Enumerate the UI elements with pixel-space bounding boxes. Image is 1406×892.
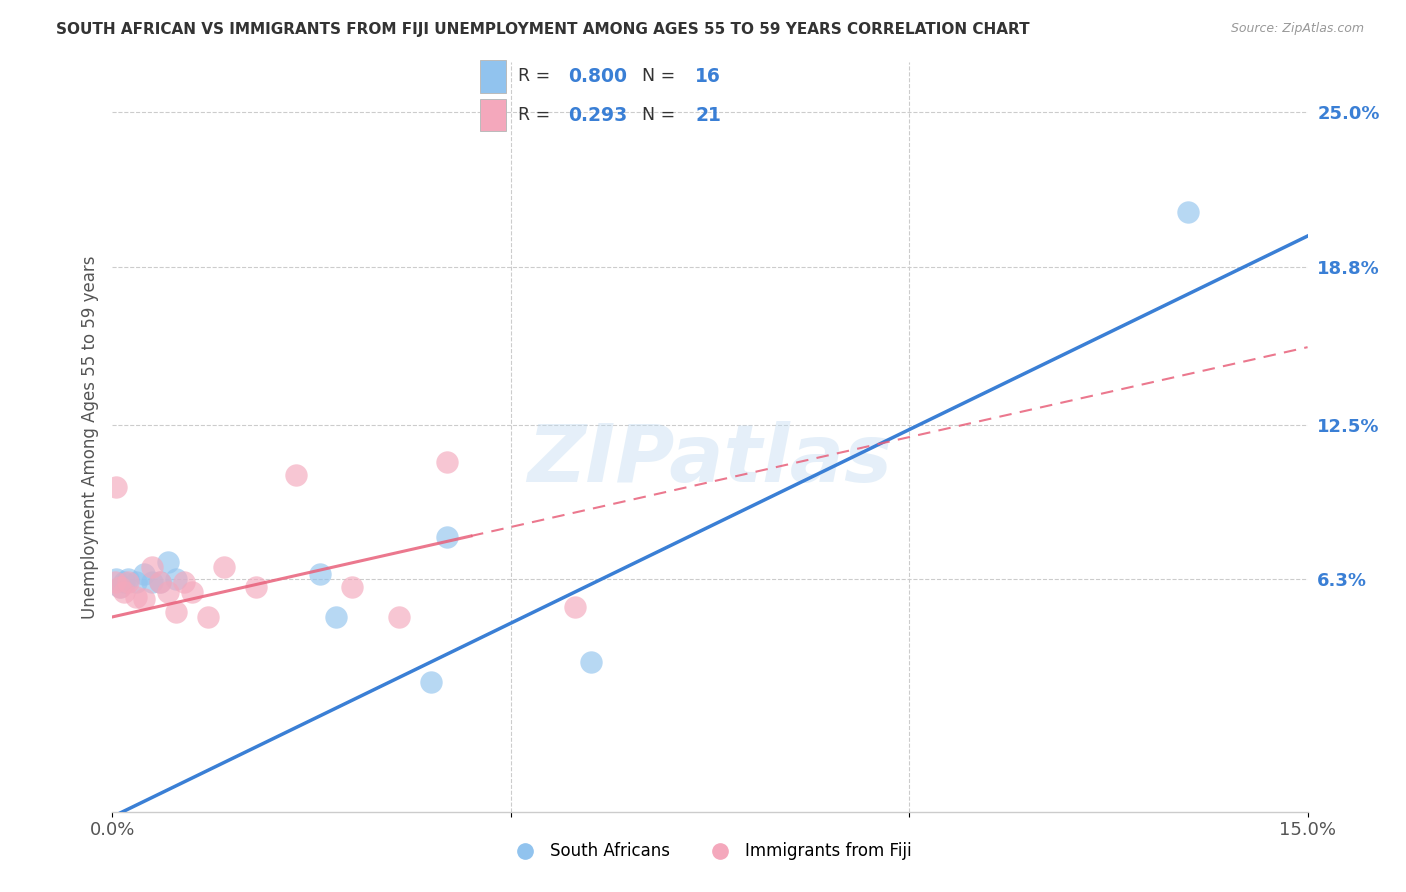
Point [325,610,347,624]
Point [579,655,602,669]
Point [564,599,586,614]
Point [104,574,127,589]
Point [110,580,132,594]
Point [141,560,163,574]
Text: ZIPatlas: ZIPatlas [527,420,893,499]
Point [117,573,139,587]
Point [117,574,139,589]
Text: N =: N = [643,106,681,124]
Text: SOUTH AFRICAN VS IMMIGRANTS FROM FIJI UNEMPLOYMENT AMONG AGES 55 TO 59 YEARS COR: SOUTH AFRICAN VS IMMIGRANTS FROM FIJI UN… [56,22,1029,37]
Point [420,674,443,689]
Point [212,560,235,574]
Text: N =: N = [643,68,681,86]
Y-axis label: Unemployment Among Ages 55 to 59 years: Unemployment Among Ages 55 to 59 years [80,255,98,619]
Point [114,574,135,589]
Point [1177,205,1199,219]
Point [181,585,204,599]
Text: Source: ZipAtlas.com: Source: ZipAtlas.com [1230,22,1364,36]
Point [105,573,128,587]
Point [141,574,163,589]
Point [157,585,180,599]
Point [165,605,187,619]
Point [284,467,307,482]
Point [197,610,219,624]
Point [388,610,411,624]
Text: R =: R = [519,106,555,124]
Point [105,480,128,494]
Point [149,574,172,589]
Text: 16: 16 [696,67,721,86]
Point [134,567,156,582]
Legend: South Africans, Immigrants from Fiji: South Africans, Immigrants from Fiji [502,836,918,867]
Text: 0.800: 0.800 [568,67,627,86]
Point [165,573,187,587]
Point [173,574,195,589]
Point [134,592,156,607]
Point [125,574,148,589]
Point [157,555,180,569]
Point [436,455,458,469]
FancyBboxPatch shape [479,99,506,131]
Point [110,580,132,594]
Point [308,567,330,582]
Point [245,580,267,594]
FancyBboxPatch shape [479,61,506,93]
Text: 0.293: 0.293 [568,106,627,125]
Text: R =: R = [519,68,555,86]
Point [149,574,172,589]
Point [114,585,135,599]
Text: 21: 21 [696,106,721,125]
Point [436,530,458,544]
Point [340,580,363,594]
Point [125,590,148,604]
